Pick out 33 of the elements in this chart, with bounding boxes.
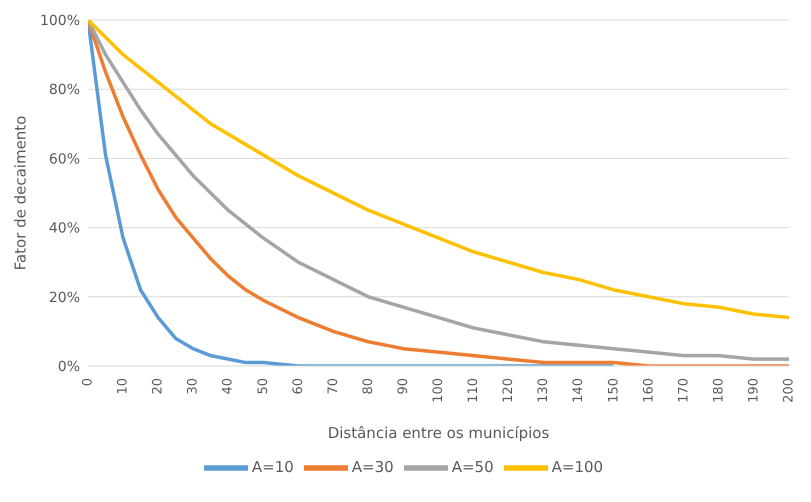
x-tick-label: 80 (360, 378, 376, 395)
x-tick-label: 20 (150, 378, 166, 395)
x-tick-label: 110 (466, 378, 482, 403)
x-tick-label: 170 (676, 378, 692, 403)
x-tick-label: 90 (396, 378, 411, 395)
x-axis-title: Distância entre os municípios (328, 424, 550, 442)
x-tick-label: 150 (606, 378, 622, 403)
y-tick-label: 60% (48, 151, 80, 168)
legend-label: A=100 (552, 458, 604, 476)
x-tick-label: 10 (116, 378, 131, 395)
y-tick-label: 0% (58, 358, 80, 375)
x-tick-label: 130 (536, 378, 552, 403)
x-tick-label: 190 (746, 378, 762, 403)
y-tick-label: 80% (48, 82, 80, 98)
x-tick-label: 180 (711, 378, 726, 403)
x-tick-label: 140 (571, 378, 586, 403)
x-tick-label: 60 (290, 378, 306, 395)
x-tick-label: 100 (431, 378, 446, 403)
x-tick-label: 50 (256, 378, 271, 395)
x-tick-label: 160 (641, 378, 656, 403)
x-tick-label: 30 (186, 378, 201, 395)
x-tick-label: 0 (80, 378, 96, 386)
x-tick-label: 200 (782, 378, 796, 403)
legend-label: A=10 (252, 458, 294, 476)
legend-label: A=30 (352, 458, 394, 476)
y-tick-label: 40% (48, 220, 80, 237)
x-tick-label: 40 (220, 378, 236, 395)
x-tick-label: 70 (326, 378, 341, 395)
legend-label: A=50 (452, 458, 494, 476)
y-tick-label: 100% (40, 12, 80, 29)
y-tick-label: 20% (48, 290, 80, 306)
x-tick-label: 120 (501, 378, 516, 403)
y-axis-title: Fator de decaimento (11, 116, 30, 270)
